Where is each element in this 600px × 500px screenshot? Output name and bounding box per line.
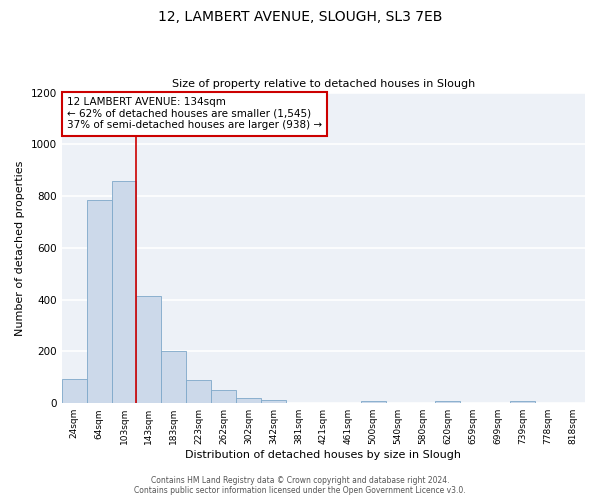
Bar: [236, 398, 261, 403]
Bar: [62, 378, 86, 403]
Bar: [510, 400, 535, 403]
Bar: [361, 400, 386, 403]
Bar: [86, 200, 112, 403]
Bar: [161, 352, 186, 403]
Bar: [186, 380, 211, 403]
Bar: [112, 180, 136, 403]
X-axis label: Distribution of detached houses by size in Slough: Distribution of detached houses by size …: [185, 450, 461, 460]
Text: 12 LAMBERT AVENUE: 134sqm
← 62% of detached houses are smaller (1,545)
37% of se: 12 LAMBERT AVENUE: 134sqm ← 62% of detac…: [67, 97, 322, 130]
Y-axis label: Number of detached properties: Number of detached properties: [15, 160, 25, 336]
Bar: [136, 296, 161, 403]
Bar: [211, 390, 236, 403]
Bar: [436, 400, 460, 403]
Text: 12, LAMBERT AVENUE, SLOUGH, SL3 7EB: 12, LAMBERT AVENUE, SLOUGH, SL3 7EB: [158, 10, 442, 24]
Text: Contains HM Land Registry data © Crown copyright and database right 2024.
Contai: Contains HM Land Registry data © Crown c…: [134, 476, 466, 495]
Bar: [261, 400, 286, 403]
Title: Size of property relative to detached houses in Slough: Size of property relative to detached ho…: [172, 79, 475, 89]
